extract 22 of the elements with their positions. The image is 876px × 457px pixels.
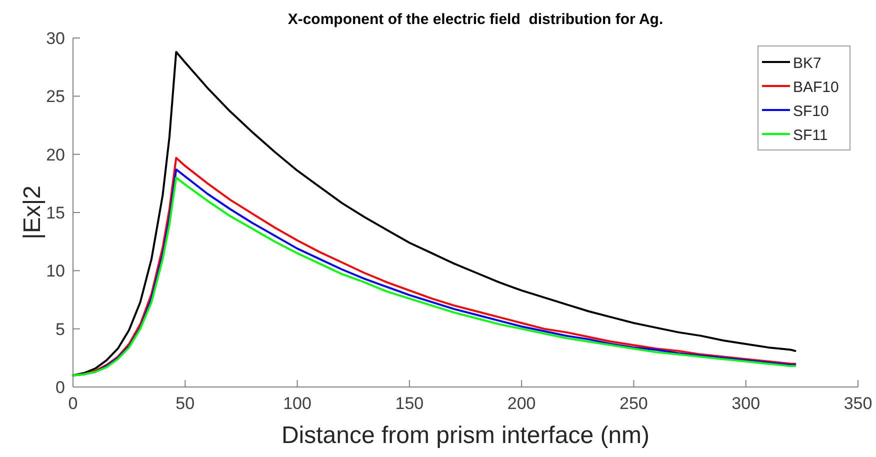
legend-label: SF11	[793, 127, 828, 144]
x-tick-label: 250	[620, 394, 648, 413]
y-tick-label: 20	[46, 145, 65, 164]
y-tick-label: 5	[56, 320, 65, 339]
y-tick-label: 0	[56, 378, 65, 397]
x-tick-label: 200	[507, 394, 536, 413]
chart-title: X-component of the electric field distribution for Ag.	[288, 11, 664, 28]
x-tick-label: 50	[176, 394, 195, 413]
legend-label: BAF10	[793, 79, 839, 96]
legend-label: SF10	[793, 103, 829, 120]
y-tick-label: 30	[46, 29, 65, 48]
y-tick-label: 15	[46, 204, 65, 222]
x-axis-title: Distance from prism interface (nm)	[281, 422, 650, 449]
y-axis-title: |Ex|2	[19, 186, 46, 240]
x-tick-label: 150	[395, 394, 424, 413]
x-tick-label: 100	[283, 394, 312, 413]
legend-label: BK7	[793, 55, 822, 72]
x-tick-label: 300	[732, 394, 760, 413]
y-tick-label: 25	[46, 87, 65, 106]
x-tick-label: 350	[844, 394, 872, 413]
x-tick-label: 0	[68, 394, 78, 413]
y-tick-label: 10	[46, 262, 65, 281]
